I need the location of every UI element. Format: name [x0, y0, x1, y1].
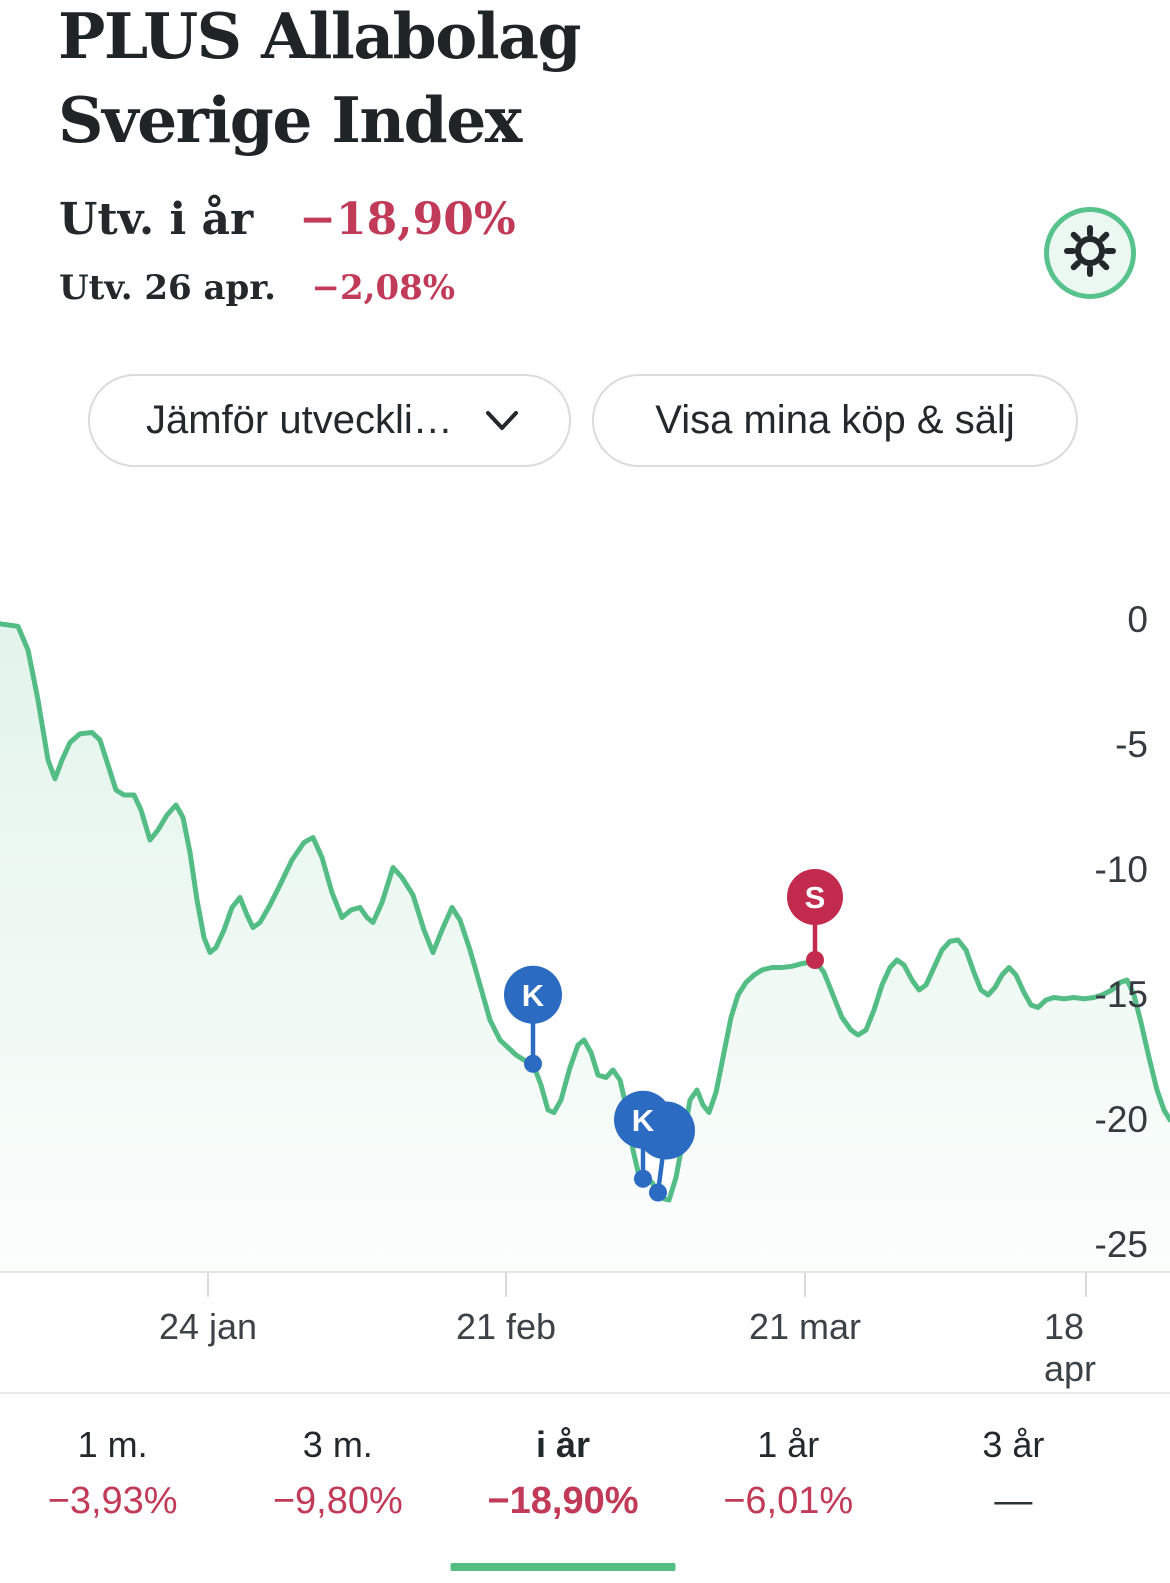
buy-marker-bubble: [614, 1090, 672, 1149]
ytd-performance: Utv. i år −18,90%: [59, 194, 516, 245]
buy-marker-letter: K: [632, 1103, 655, 1138]
period-tab-value: −18,90%: [487, 1480, 639, 1522]
ytd-label: Utv. i år: [59, 194, 254, 245]
settings-button[interactable]: [1044, 207, 1136, 299]
period-tab-1m[interactable]: 1 m. −3,93%: [0, 1394, 225, 1583]
day-value: −2,08%: [311, 268, 456, 308]
period-row-divider: [0, 1392, 1170, 1394]
y-axis-label: -20: [1094, 1099, 1148, 1140]
performance-chart[interactable]: K K S 0 -5 -10 -15 -20 -25: [0, 599, 1170, 1272]
page-title-line1: PLUS Allabolag: [58, 0, 582, 73]
period-tab-value: −3,93%: [47, 1480, 178, 1522]
x-axis-tick: [505, 1273, 507, 1297]
buy-marker-point: [634, 1169, 652, 1188]
period-tab-value: −6,01%: [723, 1480, 854, 1522]
day-performance: Utv. 26 apr. −2,08%: [59, 268, 455, 308]
sell-marker-letter: S: [805, 880, 826, 915]
show-my-trades-label: Visa mina köp & sälj: [655, 398, 1015, 442]
period-tab-label: 3 år: [982, 1424, 1045, 1465]
buy-marker-letter: K: [522, 978, 545, 1013]
x-axis-label: 18 apr: [1044, 1306, 1097, 1389]
compare-development-label: Jämför utveckli…: [146, 398, 453, 442]
buy-marker-point: [524, 1054, 542, 1073]
period-tab-3år[interactable]: 3 år —: [901, 1394, 1126, 1583]
buy-marker-bubble: [504, 965, 562, 1024]
selected-period-indicator: [450, 1563, 676, 1571]
y-axis-label: -10: [1094, 849, 1148, 890]
x-axis-label: 24 jan: [158, 1306, 258, 1347]
day-label: Utv. 26 apr.: [59, 268, 276, 308]
chart-area-fill: [0, 623, 1170, 1272]
show-my-trades-button[interactable]: Visa mina köp & sälj: [592, 374, 1078, 467]
period-tab-1år[interactable]: 1 år −6,01%: [676, 1394, 901, 1583]
chevron-down-icon: [485, 410, 519, 432]
period-tab-label: i år: [535, 1424, 591, 1465]
x-axis-label: 21 feb: [455, 1306, 557, 1347]
x-axis-label: 21 mar: [748, 1306, 862, 1347]
ytd-value: −18,90%: [299, 194, 516, 245]
period-tab-label: 1 år: [757, 1424, 820, 1465]
y-axis-label: -25: [1094, 1224, 1148, 1265]
period-tab-value: —: [994, 1480, 1033, 1522]
buy-marker[interactable]: K: [614, 1090, 672, 1188]
page-title: PLUS Allabolag Sverige Index: [58, 0, 582, 162]
buy-marker-point: [649, 1183, 667, 1202]
period-tab-label: 3 m.: [302, 1424, 373, 1465]
x-axis-tick: [1085, 1273, 1087, 1297]
y-axis-label: -5: [1115, 724, 1148, 765]
sell-marker[interactable]: S: [787, 869, 843, 969]
period-tab-iår[interactable]: i år −18,90%: [450, 1394, 676, 1583]
page-title-line2: Sverige Index: [58, 83, 522, 157]
x-axis-line: [0, 1271, 1170, 1273]
buy-marker[interactable]: K: [504, 965, 562, 1073]
sell-marker-point: [806, 951, 824, 969]
period-tab-bar: 1 m. −3,93% 3 m. −9,80% i år −18,90% 1 år −6,01…: [0, 1394, 1170, 1583]
y-axis-label: 0: [1127, 599, 1148, 640]
chart-line: [0, 621, 1170, 1203]
y-axis-label: -15: [1094, 974, 1148, 1015]
x-axis-tick: [804, 1273, 806, 1297]
compare-development-button[interactable]: Jämför utveckli…: [88, 374, 571, 467]
sell-marker-bubble: [787, 869, 843, 925]
chart-svg: K K S: [0, 621, 1170, 1272]
gear-icon: [1064, 224, 1116, 282]
period-tab-3m[interactable]: 3 m. −9,80%: [225, 1394, 450, 1583]
period-tab-value: −9,80%: [272, 1480, 403, 1522]
x-axis-tick: [207, 1273, 209, 1297]
period-tab-label: 1 m.: [77, 1424, 148, 1465]
